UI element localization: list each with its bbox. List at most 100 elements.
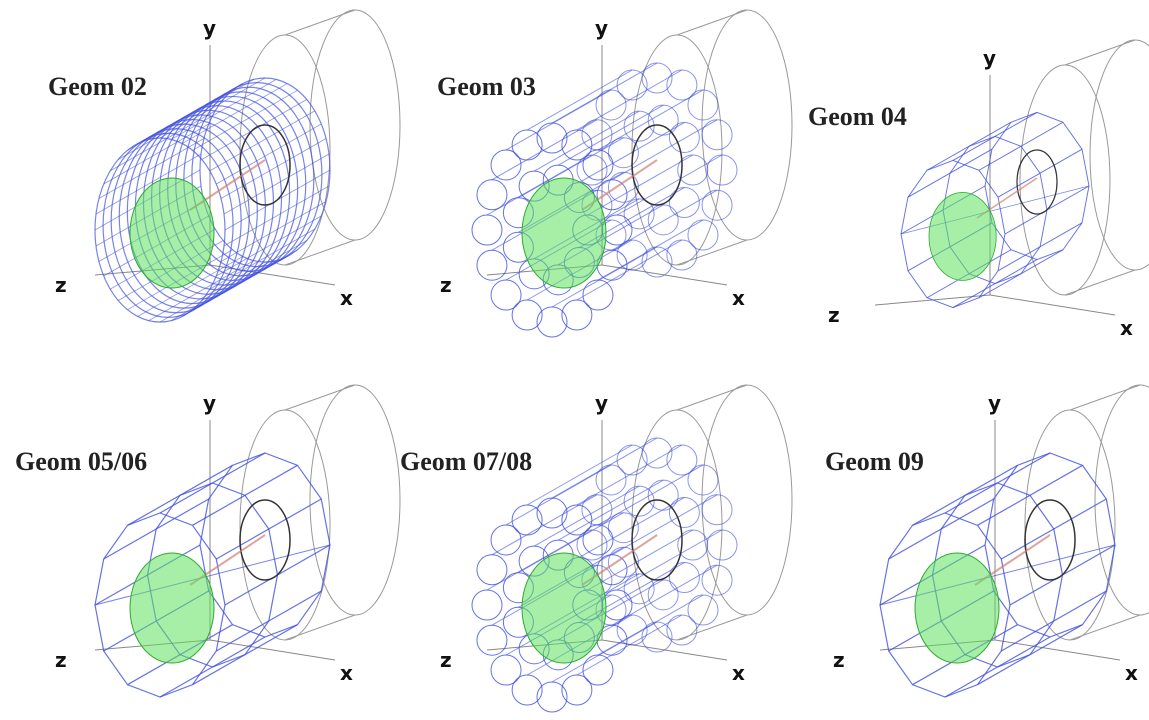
geometry-panel: Geom 07/08 y z x [400, 385, 792, 712]
tube [688, 595, 718, 625]
outer-cylinder-edge [677, 10, 747, 35]
detector [901, 112, 1089, 307]
axis-line [990, 295, 1115, 315]
tube [534, 486, 639, 546]
cage-rod [998, 149, 1082, 197]
tube [477, 555, 507, 585]
cage-rod [889, 499, 994, 559]
axis-label-z: z [833, 648, 845, 672]
cage-rod [1001, 591, 1106, 651]
axis-line [210, 640, 335, 660]
source [915, 553, 999, 663]
outer-cylinder [310, 10, 400, 240]
axis-label-z: z [440, 273, 452, 297]
axis-label-x: x [340, 286, 353, 310]
axis-label-z: z [55, 273, 67, 297]
cage-rod [160, 453, 265, 513]
outer-cylinder-edge [285, 10, 355, 35]
axis-label-x: x [732, 661, 745, 685]
outer-cylinder [702, 385, 792, 615]
tube [583, 655, 613, 685]
wire [149, 79, 254, 139]
detector [880, 453, 1115, 697]
panel-title: Geom 09 [825, 447, 924, 476]
tube [562, 130, 592, 160]
cage-rod [945, 453, 1050, 513]
cage-rod [908, 149, 992, 197]
outer-cylinder [240, 410, 330, 640]
cage-rod [927, 122, 1011, 170]
panel-title: Geom 04 [808, 102, 907, 131]
outer-cylinder-edge [1065, 40, 1135, 65]
tube [583, 280, 613, 310]
geometry-panel: Geom 02yzx [48, 10, 400, 322]
tube [702, 495, 732, 525]
tube [583, 525, 613, 555]
cage-rod [998, 223, 1082, 271]
tube [669, 122, 699, 152]
outer-cylinder-edge [285, 385, 355, 410]
tube [477, 625, 507, 655]
axis-label-y: y [203, 391, 216, 415]
tube [472, 590, 502, 620]
detector [472, 438, 737, 712]
axis-label-x: x [340, 661, 353, 685]
panel-title: Geom 07/08 [400, 447, 532, 476]
outer-cylinder-edge [677, 385, 747, 410]
source [522, 553, 606, 663]
geometry-panel: Geom 05/06yzx [15, 385, 400, 697]
tube [702, 120, 732, 150]
tube [527, 445, 632, 505]
source [522, 178, 606, 288]
outer-cylinder [1025, 410, 1115, 640]
outer-cylinder [702, 10, 792, 240]
panel-title: Geom 03 [437, 72, 536, 101]
axis-label-y: y [595, 391, 608, 415]
outer-cylinder-edge [1070, 615, 1140, 640]
axis-label-x: x [1120, 316, 1133, 340]
tube [477, 250, 507, 280]
axis-label-y: y [595, 16, 608, 40]
outer-cylinder [1090, 40, 1149, 270]
tube [669, 497, 699, 527]
source [130, 553, 214, 663]
tube [583, 150, 613, 180]
tube [491, 655, 521, 685]
target [1025, 500, 1075, 580]
detector [472, 63, 737, 337]
axis-label-y: y [203, 16, 216, 40]
tube [491, 525, 521, 555]
tube [477, 180, 507, 210]
tube [527, 70, 632, 130]
figure: Geom 02yzxGeom 03yzxGeom 04yzxGeom 05/06… [0, 0, 1149, 720]
wire [224, 186, 329, 246]
outer-cylinder-edge [285, 615, 355, 640]
tube [491, 150, 521, 180]
axis-label-y: y [983, 46, 996, 70]
outer-cylinder-edge [1070, 385, 1140, 410]
cage-rod [216, 499, 321, 559]
tube [562, 505, 592, 535]
axis-label-z: z [440, 648, 452, 672]
outer-cylinder-edge [1065, 270, 1135, 295]
tube [688, 220, 718, 250]
tube [491, 280, 521, 310]
panel-title: Geom 05/06 [15, 447, 147, 476]
outer-cylinder [240, 35, 330, 265]
target [240, 500, 290, 580]
target [1017, 150, 1057, 214]
detector [95, 453, 330, 697]
detector [95, 78, 330, 322]
source [929, 192, 996, 280]
wire [221, 139, 326, 199]
cage-rod [104, 499, 209, 559]
outer-cylinder-edge [677, 240, 747, 265]
tube [512, 675, 542, 705]
axis-label-y: y [988, 391, 1001, 415]
source [130, 178, 214, 288]
cage-rod [216, 591, 321, 651]
cage-rod [913, 465, 1018, 525]
cage-ring [985, 112, 1089, 259]
